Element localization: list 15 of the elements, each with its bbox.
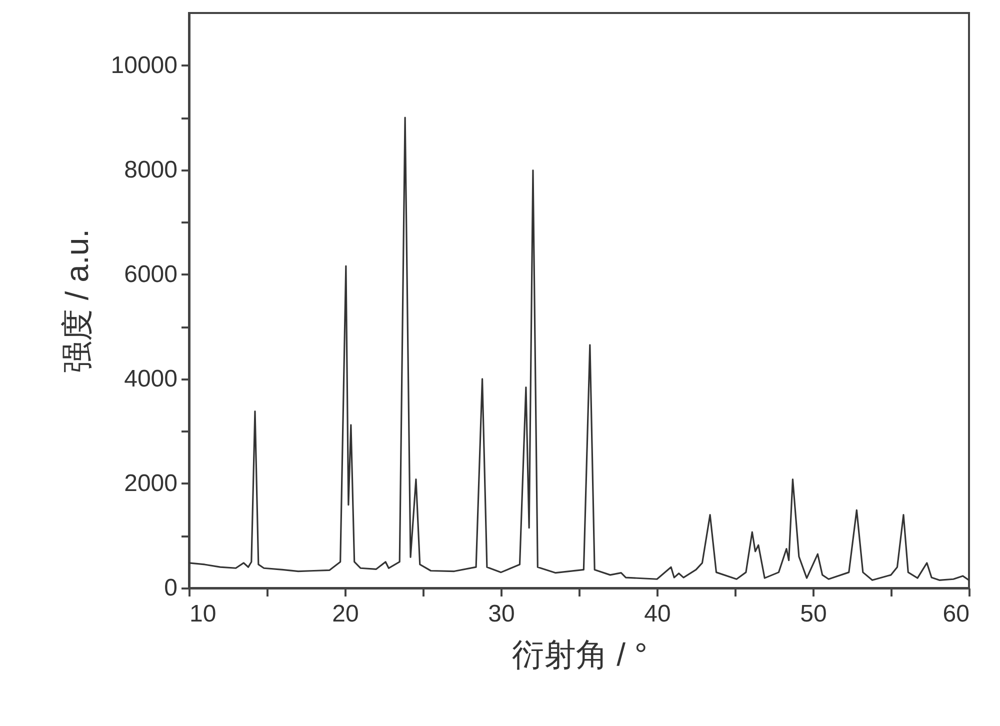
y-axis-title: 强度 / a.u. <box>58 228 95 374</box>
x-tick-label: 50 <box>800 600 827 628</box>
x-tick-label: 10 <box>190 600 216 628</box>
y-tick-label: 2000 <box>124 470 178 497</box>
y-tick-label: 8000 <box>124 156 178 184</box>
x-tick-label: 30 <box>488 600 515 628</box>
y-tick-label: 10000 <box>110 52 178 79</box>
y-tick-label: 4000 <box>124 365 178 392</box>
x-tick-label: 60 <box>942 600 970 628</box>
y-tick-label: 6000 <box>124 260 178 288</box>
x-tick-label: 20 <box>332 600 359 628</box>
y-tick-label: 0 <box>164 574 178 602</box>
x-tick-label: 40 <box>644 600 671 628</box>
line-series <box>189 116 969 581</box>
x-axis-title: 衍射角 / ° <box>512 636 648 672</box>
